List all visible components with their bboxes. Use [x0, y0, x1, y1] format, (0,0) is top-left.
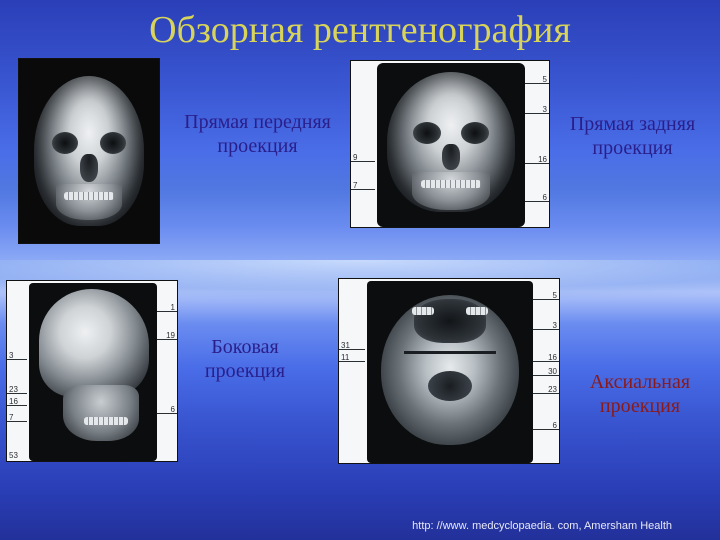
- marker-num: 6: [553, 421, 557, 430]
- xray-front-anterior: [18, 58, 160, 244]
- marker-num: 11: [341, 353, 349, 362]
- marker-num: 16: [9, 397, 18, 406]
- marker-num: 3: [553, 321, 557, 330]
- marker-num: 7: [353, 181, 357, 190]
- marker-num: 30: [548, 367, 557, 376]
- marker-num: 3: [543, 105, 547, 114]
- label-axial: Аксиальная проекция: [570, 370, 710, 418]
- marker-num: 6: [543, 193, 547, 202]
- marker-num: 6: [171, 405, 175, 414]
- marker-num: 1: [171, 303, 175, 312]
- label-front-anterior: Прямая передняя проекция: [170, 110, 345, 158]
- marker-num: 31: [341, 341, 350, 350]
- xray-front-posterior: 5 3 16 6 9 7: [350, 60, 550, 228]
- marker-num: 23: [9, 385, 18, 394]
- slide-title: Обзорная рентгенография: [0, 8, 720, 52]
- credit-text: http: //www. medcyclopaedia. com, Amersh…: [0, 520, 672, 532]
- marker-num: 5: [553, 291, 557, 300]
- marker-num: 16: [548, 353, 557, 362]
- marker-num: 9: [353, 153, 357, 162]
- marker-num: 5: [543, 75, 547, 84]
- marker-num: 53: [9, 451, 18, 460]
- label-lateral: Боковая проекция: [185, 335, 305, 383]
- marker-num: 16: [538, 155, 547, 164]
- marker-num: 19: [166, 331, 175, 340]
- xray-axial: 5 3 16 30 23 6 31 11: [338, 278, 560, 464]
- marker-num: 3: [9, 351, 13, 360]
- xray-lateral: 1 19 6 3 23 16 7 53: [6, 280, 178, 462]
- marker-num: 7: [9, 413, 13, 422]
- marker-num: 23: [548, 385, 557, 394]
- label-front-posterior: Прямая задняя проекция: [555, 112, 710, 160]
